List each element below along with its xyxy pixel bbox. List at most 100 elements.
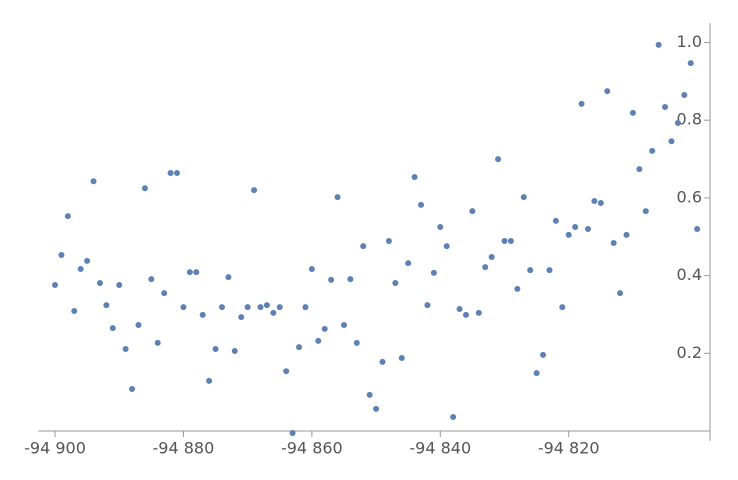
point: [501, 238, 508, 245]
point: [340, 321, 347, 328]
point: [662, 104, 669, 111]
point: [103, 302, 110, 309]
point: [572, 224, 579, 231]
x-tick-label: -94 900: [24, 439, 86, 458]
point: [623, 231, 630, 238]
point: [308, 266, 315, 273]
point: [674, 119, 681, 126]
point: [681, 91, 688, 98]
point: [263, 302, 270, 309]
point: [129, 386, 136, 393]
x-tick-label: -94 840: [409, 439, 471, 458]
point: [77, 266, 84, 273]
point: [109, 325, 116, 332]
point: [430, 269, 437, 276]
point: [514, 285, 521, 292]
point: [96, 280, 103, 287]
point: [366, 391, 373, 398]
point: [283, 368, 290, 375]
point: [475, 309, 482, 316]
point: [668, 138, 675, 145]
point: [315, 337, 322, 344]
point: [520, 194, 527, 201]
point: [116, 281, 123, 288]
point: [546, 267, 553, 274]
point: [167, 170, 174, 177]
point: [552, 217, 559, 224]
point: [411, 173, 418, 180]
point: [649, 147, 656, 154]
point: [84, 257, 91, 264]
point: [629, 109, 636, 116]
x-tick-label: -94 820: [538, 439, 600, 458]
point: [443, 243, 450, 250]
point: [231, 347, 238, 354]
point: [424, 302, 431, 309]
point: [321, 325, 328, 332]
point: [58, 252, 65, 259]
point: [617, 290, 624, 297]
point: [302, 304, 309, 311]
point: [591, 198, 598, 205]
point: [655, 41, 662, 48]
x-tick-label: -94 880: [153, 439, 215, 458]
point: [456, 306, 463, 313]
point: [604, 88, 611, 95]
point: [193, 269, 200, 276]
point: [51, 281, 58, 288]
point: [296, 344, 303, 351]
point: [244, 304, 251, 311]
point: [450, 414, 457, 421]
point: [122, 346, 129, 353]
x-tick-label: -94 860: [281, 439, 343, 458]
point: [218, 304, 225, 311]
point: [141, 185, 148, 192]
point: [533, 370, 540, 377]
point: [360, 243, 367, 250]
point: [174, 170, 181, 177]
point: [642, 208, 649, 215]
point: [154, 339, 161, 346]
point: [488, 253, 495, 260]
point: [251, 187, 258, 194]
point: [257, 304, 264, 311]
point: [71, 307, 78, 314]
point: [418, 201, 425, 208]
point: [405, 260, 412, 267]
point: [206, 377, 213, 384]
point: [347, 276, 354, 283]
point: [610, 239, 617, 246]
point: [392, 280, 399, 287]
point: [276, 304, 283, 311]
point: [353, 339, 360, 346]
point: [161, 290, 168, 297]
point: [578, 100, 585, 107]
point: [64, 213, 71, 220]
point: [597, 199, 604, 206]
point: [186, 269, 193, 276]
point: [334, 194, 341, 201]
y-tick-label: 1.0: [677, 32, 702, 51]
y-tick-label: 0.4: [677, 265, 702, 284]
point: [687, 60, 694, 67]
y-tick-label: 0.6: [677, 187, 702, 206]
point: [584, 226, 591, 232]
point: [238, 314, 245, 321]
point: [565, 231, 572, 238]
point: [462, 311, 469, 318]
point: [328, 276, 335, 283]
point: [212, 346, 219, 353]
point: [636, 166, 643, 173]
point: [180, 304, 187, 311]
point: [385, 238, 392, 245]
point: [90, 178, 97, 185]
point: [437, 224, 444, 231]
point: [135, 321, 142, 328]
point: [225, 274, 232, 281]
point: [527, 267, 534, 274]
point: [398, 354, 405, 361]
point: [289, 429, 296, 436]
point: [559, 304, 566, 311]
point: [540, 351, 547, 358]
